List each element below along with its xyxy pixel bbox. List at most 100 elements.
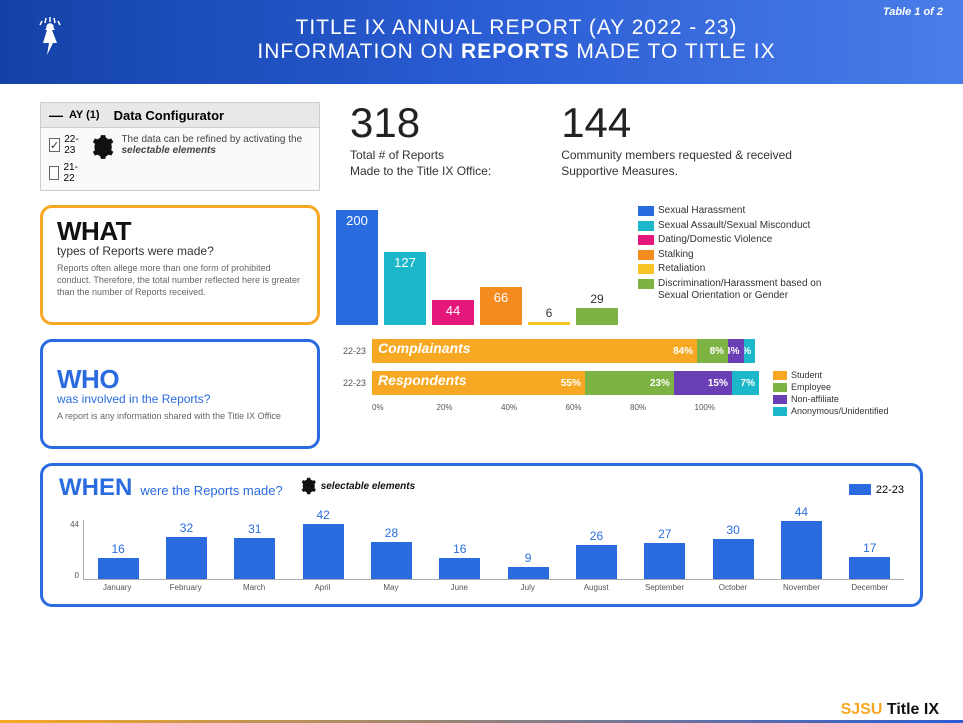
month-bar-rect[interactable] [644, 543, 685, 579]
ay-option-22-23[interactable]: 22-23 [49, 134, 81, 156]
month-bar-rect[interactable] [439, 558, 480, 579]
legend-label: Dating/Domestic Violence [658, 234, 772, 247]
month-bar-rect[interactable] [166, 537, 207, 579]
yaxis-tick: 0 [75, 571, 79, 580]
configurator-title: Data Configurator [114, 108, 225, 123]
what-bar[interactable]: 127 [384, 252, 426, 325]
stacked-row[interactable]: 22-23 Complainants84%8%4%3% [336, 339, 759, 363]
xaxis-tick: 20% [437, 403, 502, 412]
checkbox[interactable] [49, 166, 59, 180]
stacked-segment[interactable]: 23% [585, 371, 674, 395]
month-bar-rect[interactable] [303, 524, 344, 579]
gear-icon [299, 477, 317, 495]
month-label: January [83, 583, 151, 592]
what-bar[interactable]: 66 [480, 287, 522, 325]
month-bar-rect[interactable] [576, 545, 617, 579]
stacked-bar[interactable]: Complainants84%8%4%3% [372, 339, 759, 363]
who-legend: StudentEmployeeNon-affiliateAnonymous/Un… [773, 370, 923, 418]
month-bar-rect[interactable] [849, 557, 890, 579]
stacked-ylabel: 22-23 [336, 346, 366, 356]
month-label: November [767, 583, 835, 592]
when-legend-swatch [849, 484, 871, 495]
legend-label: Student [791, 370, 822, 380]
what-bars[interactable]: 2001274466629 [336, 205, 618, 325]
bar-rect[interactable]: 200 [336, 210, 378, 325]
bar-rect[interactable]: 66 [480, 287, 522, 325]
supportive-measures-desc: Community members requested & received S… [561, 148, 821, 179]
month-bar-december[interactable]: 17 [836, 557, 904, 579]
supportive-measures-stat: 144 Community members requested & receiv… [561, 102, 821, 191]
month-value: 9 [525, 551, 532, 565]
month-bar-september[interactable]: 27 [631, 543, 699, 579]
stacked-row[interactable]: 22-23Respondents55%23%15%7% [336, 371, 759, 395]
when-yaxis: 44 0 [59, 520, 83, 580]
month-label: December [836, 583, 904, 592]
summary-stats: 318 Total # of Reports Made to the Title… [350, 102, 821, 191]
selectable-elements-label: selectable elements [299, 477, 416, 495]
month-bar-february[interactable]: 32 [152, 537, 220, 579]
month-bar-april[interactable]: 42 [289, 524, 357, 579]
month-bar-march[interactable]: 31 [221, 538, 289, 579]
month-bar-rect[interactable] [713, 539, 754, 579]
ay-option-21-22[interactable]: 21-22 [49, 162, 81, 184]
what-bar[interactable]: 44 [432, 300, 474, 325]
data-configurator: — AY (1) Data Configurator 22-2321-22 Th… [40, 102, 320, 191]
what-title: WHAT [57, 218, 303, 244]
when-bars[interactable]: 16323142281692627304417 [83, 520, 904, 580]
bar-rect[interactable] [576, 308, 618, 325]
collapse-icon[interactable]: — [49, 107, 63, 123]
stacked-group: 22-23Respondents55%23%15%7% [336, 371, 759, 395]
who-title: WHO [57, 366, 303, 392]
xaxis-tick: 80% [630, 403, 695, 412]
yaxis-tick: 44 [70, 520, 79, 529]
when-card: WHEN were the Reports made? selectable e… [40, 463, 923, 607]
month-label: February [151, 583, 219, 592]
bar-value: 66 [494, 287, 508, 305]
legend-swatch [638, 264, 654, 274]
month-bar-rect[interactable] [234, 538, 275, 579]
stacked-segment[interactable]: 4% [728, 339, 743, 363]
who-card: WHO was involved in the Reports? A repor… [40, 339, 320, 449]
month-bar-august[interactable]: 26 [562, 545, 630, 579]
stacked-segment[interactable]: 3% [744, 339, 756, 363]
month-bar-rect[interactable] [98, 558, 139, 579]
what-bar[interactable]: 29 [576, 292, 618, 325]
stacked-bar-title: Respondents [378, 372, 467, 388]
month-bar-october[interactable]: 30 [699, 539, 767, 579]
month-bar-rect[interactable] [508, 567, 549, 579]
month-bar-june[interactable]: 16 [426, 558, 494, 579]
legend-item: Sexual Assault/Sexual Misconduct [638, 220, 828, 233]
when-xlabels: JanuaryFebruaryMarchAprilMayJuneJulyAugu… [83, 583, 904, 592]
month-bar-rect[interactable] [781, 521, 822, 579]
footer-brand: SJSU Title IX [841, 701, 939, 719]
month-bar-january[interactable]: 16 [84, 558, 152, 579]
stacked-segment[interactable]: 7% [732, 371, 759, 395]
bar-rect[interactable]: 44 [432, 300, 474, 325]
configurator-header[interactable]: — AY (1) Data Configurator [41, 103, 319, 128]
stacked-segment[interactable]: 8% [697, 339, 728, 363]
legend-label: Sexual Assault/Sexual Misconduct [658, 220, 810, 233]
checkbox[interactable] [49, 138, 60, 152]
month-value: 28 [385, 526, 398, 540]
legend-swatch [773, 407, 787, 416]
legend-label: Sexual Harassment [658, 205, 745, 218]
stacked-bar[interactable]: Respondents55%23%15%7% [372, 371, 759, 395]
when-subtitle: were the Reports made? [140, 483, 282, 498]
who-stacked-bars[interactable]: 22-23 Complainants84%8%4%3% 22-23Responden… [336, 339, 759, 449]
month-bar-may[interactable]: 28 [357, 542, 425, 579]
what-bar[interactable]: 6 [528, 306, 570, 325]
what-bar[interactable]: 200 [336, 210, 378, 325]
when-chart[interactable]: 440 16323142281692627304417 [59, 508, 904, 580]
ay-option-label: 21-22 [63, 162, 81, 184]
month-bar-rect[interactable] [371, 542, 412, 579]
legend-swatch [638, 235, 654, 245]
stacked-segment[interactable]: 15% [674, 371, 732, 395]
month-bar-july[interactable]: 9 [494, 567, 562, 579]
when-title: WHEN [59, 474, 132, 502]
ay-option-label: 22-23 [64, 134, 81, 156]
bar-rect[interactable]: 127 [384, 252, 426, 325]
bar-rect[interactable] [528, 322, 570, 325]
month-bar-november[interactable]: 44 [767, 521, 835, 579]
legend-swatch [773, 371, 787, 380]
gear-icon [89, 134, 115, 160]
